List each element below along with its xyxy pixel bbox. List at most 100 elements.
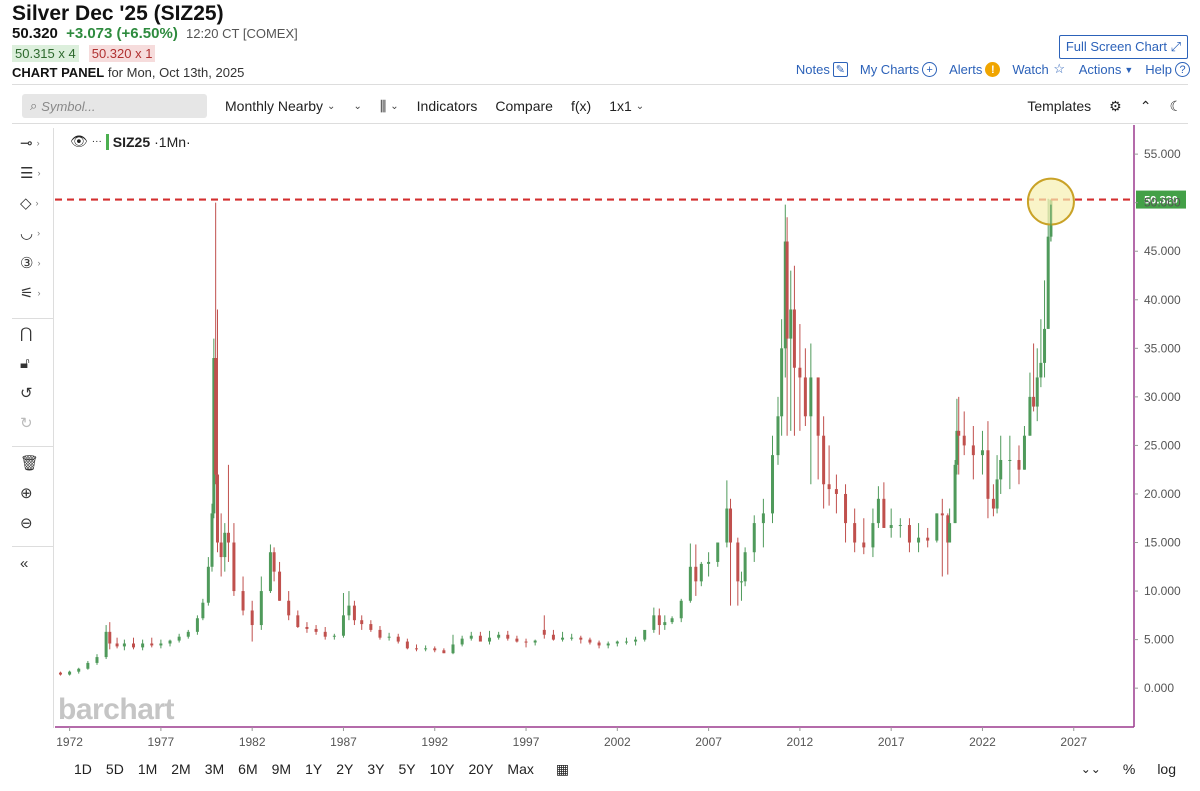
eye-icon[interactable]: 👁︎ [70, 133, 88, 149]
notes-link[interactable]: Notes ✎ [796, 62, 848, 77]
candle-body [948, 523, 952, 543]
fx-button[interactable]: f(x) [570, 98, 592, 114]
collapse-sidebar-button[interactable]: « [20, 552, 54, 574]
candle-body [451, 644, 455, 654]
full-screen-chart-button[interactable]: Full Screen Chart ⤢ [1058, 35, 1188, 59]
candle-body [679, 600, 683, 619]
price-chart[interactable]: 50.320 55.000 50.000 45.000 40.000 35.000 30.… [55, 125, 1188, 755]
undo-button[interactable]: ↺ [20, 382, 54, 404]
candle-body [268, 552, 272, 592]
fib-tool[interactable]: ☰ › [20, 162, 54, 184]
range-5y[interactable]: 5Y [398, 761, 416, 777]
measure-icon: ⚟ [20, 285, 34, 302]
candle-body [387, 636, 391, 638]
candle-body [834, 489, 838, 494]
line-tool[interactable]: ⊸ › [20, 132, 54, 154]
range-9m[interactable]: 9M [271, 761, 292, 777]
candle-body [606, 643, 610, 646]
annotation-tool[interactable]: ③ › [20, 252, 54, 274]
candle-body [210, 513, 214, 567]
candle-body [783, 241, 787, 349]
symbol-search-input[interactable]: ⌕ Symbol... [22, 94, 207, 118]
range-5d[interactable]: 5D [105, 761, 124, 777]
candle-body [195, 618, 199, 632]
collapse-icon[interactable]: ⌃ [1139, 97, 1152, 114]
candle-body [725, 508, 729, 543]
fibonacci-icon: ☰ [20, 165, 34, 182]
candle-body [542, 629, 546, 635]
redo-button[interactable]: ↻ [20, 412, 54, 434]
zoom-out-button[interactable]: ⊖ [20, 512, 54, 534]
range-6m[interactable]: 6M [238, 761, 258, 777]
arc-tool[interactable]: ◡ › [20, 222, 54, 244]
candle-body [634, 639, 638, 642]
range-2m[interactable]: 2M [171, 761, 191, 777]
double-chevron-down-icon[interactable]: ⌄⌄ [1080, 762, 1101, 776]
moon-icon[interactable]: ☾ [1169, 97, 1182, 114]
my-charts-link[interactable]: My Charts + [859, 62, 938, 77]
range-3y[interactable]: 3Y [367, 761, 385, 777]
alerts-link[interactable]: Alerts ! [949, 62, 1001, 77]
calendar-icon[interactable]: ▦ [555, 760, 570, 777]
x-tick-label: 2017 [878, 735, 905, 749]
watch-link[interactable]: Watch ☆ [1012, 62, 1066, 78]
chart-panel-date: CHART PANEL for Mon, Oct 13th, 2025 [12, 65, 244, 80]
candle-body [1039, 362, 1043, 378]
lock-tool[interactable]: 🔓︎ [20, 352, 54, 374]
my-charts-label: My Charts [859, 62, 920, 77]
range-20y[interactable]: 20Y [468, 761, 494, 777]
expand-arrow-icon: › [37, 228, 41, 238]
zoom-in-button[interactable]: ⊕ [20, 482, 54, 504]
layout-dropdown[interactable]: 1x1 ⌄ [609, 98, 644, 114]
range-1d[interactable]: 1D [74, 761, 92, 777]
alerts-label: Alerts [949, 62, 983, 77]
help-link[interactable]: Help ? [1145, 62, 1190, 77]
candle-body [241, 591, 245, 611]
candle-body [991, 498, 995, 509]
more-dots-icon[interactable]: ··· [91, 136, 102, 147]
gear-icon[interactable]: ⚙ [1109, 97, 1122, 114]
shape-tool[interactable]: ◇ › [20, 192, 54, 214]
templates-button[interactable]: Templates [1027, 98, 1092, 114]
range-1m[interactable]: 1M [137, 761, 158, 777]
candle-body [694, 566, 698, 582]
percent-toggle[interactable]: % [1122, 761, 1136, 777]
interval-dropdown[interactable]: ⌄ [353, 101, 361, 112]
range-max[interactable]: Max [507, 761, 534, 777]
candle-body [352, 605, 356, 621]
candle-body [570, 637, 574, 639]
candle-body [743, 552, 747, 582]
indicators-button[interactable]: Indicators [416, 98, 478, 114]
candle-body [995, 479, 999, 509]
candle-body [871, 523, 875, 548]
x-tick-label: 1992 [421, 735, 448, 749]
actions-menu[interactable]: Actions ▼ [1079, 62, 1134, 77]
candle-body [250, 610, 254, 626]
candle-body [115, 643, 119, 647]
candle-body [898, 525, 902, 527]
candle-body [657, 615, 661, 626]
range-3m[interactable]: 3M [204, 761, 225, 777]
candle-body [1046, 236, 1050, 329]
candle-body [533, 640, 537, 643]
y-tick-label: 20.000 [1144, 487, 1181, 501]
candle-body [201, 602, 205, 619]
chart-toolbar: ⌕ Symbol... Monthly Nearby ⌄ ⌄ ⫼ ⌄ Indic… [12, 89, 1188, 123]
range-1y[interactable]: 1Y [305, 761, 323, 777]
notes-label: Notes [795, 62, 830, 77]
legend-interval: ·1Mn· [154, 133, 191, 150]
chart-type-dropdown[interactable]: ⫼ ⌄ [380, 98, 399, 115]
delete-button[interactable]: 🗑︎ [20, 452, 54, 474]
period-dropdown[interactable]: Monthly Nearby ⌄ [225, 98, 335, 114]
range-2y[interactable]: 2Y [336, 761, 354, 777]
compare-button[interactable]: Compare [495, 98, 553, 114]
log-toggle[interactable]: log [1157, 761, 1176, 777]
range-10y[interactable]: 10Y [429, 761, 455, 777]
magnet-tool[interactable]: ⋂ [20, 322, 54, 344]
candle-body [86, 662, 90, 669]
measure-tool[interactable]: ⚟ › [20, 282, 54, 304]
candle-body [506, 634, 510, 639]
candle-body [323, 631, 327, 637]
caret-down-icon: ▼ [1124, 64, 1134, 75]
candle-body [761, 513, 765, 524]
